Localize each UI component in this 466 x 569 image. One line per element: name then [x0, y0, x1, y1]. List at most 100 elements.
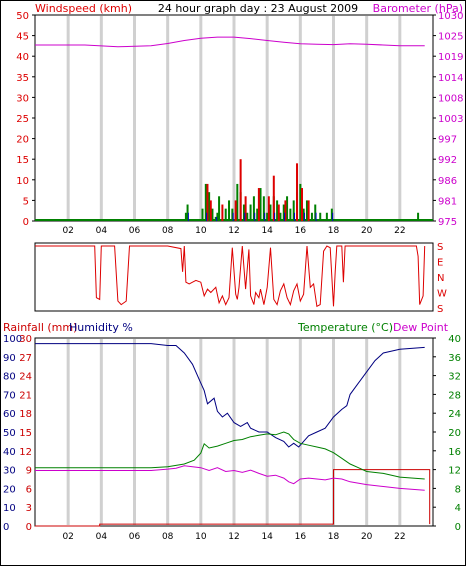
rainfall-tick-label: 12 — [19, 447, 32, 458]
barometer-axis-label: Barometer (hPa) — [373, 2, 463, 15]
windspeed-tick-label: 15 — [16, 155, 29, 166]
bottom-hour-tick-label: 18 — [328, 532, 340, 542]
top-hour-tick-label: 16 — [295, 226, 307, 236]
windspeed-bars — [35, 159, 433, 221]
temperature-ticks: 0 4 8 12 16 20 24 28 32 36 40 — [433, 334, 461, 533]
rainfall-tick-label: 24 — [19, 372, 32, 383]
top-hour-tick-label: 06 — [129, 226, 141, 236]
bottom-hour-tick-label: 16 — [295, 532, 307, 542]
direction-label: E — [437, 258, 443, 269]
humidity-tick-label: 70 — [3, 390, 16, 401]
rainfall-tick-label: 18 — [19, 409, 32, 420]
temperature-tick-label: 12 — [448, 466, 461, 477]
barometer-line — [35, 36, 425, 48]
bottom-hour-ticks: 02 04 06 08 10 12 14 16 18 20 22 — [62, 532, 405, 542]
barometer-tick-label: 1014 — [438, 73, 463, 84]
temperature-tick-label: 0 — [455, 522, 461, 533]
temperature-tick-label: 20 — [448, 428, 461, 439]
rainfall-tick-label: 9 — [26, 466, 32, 477]
top-panel: 24 hour graph day : 23 August 2009 Winds… — [16, 2, 463, 236]
rainfall-line — [35, 469, 431, 527]
temperature-tick-label: 4 — [455, 503, 461, 514]
humidity-tick-label: 30 — [3, 466, 16, 477]
humidity-tick-label: 90 — [3, 353, 16, 364]
humidity-tick-label: 20 — [3, 484, 16, 495]
bottom-hour-tick-label: 12 — [228, 532, 239, 542]
temperature-tick-label: 28 — [448, 390, 461, 401]
barometer-tick-label: 1003 — [438, 114, 463, 125]
humidity-line — [35, 343, 425, 448]
top-hour-tick-label: 20 — [361, 226, 373, 236]
direction-label: W — [437, 289, 447, 300]
top-hour-ticks: 02 04 06 08 10 12 14 16 18 20 22 — [62, 226, 405, 236]
bottom-hour-tick-label: 10 — [195, 532, 207, 542]
bottom-hour-tick-label: 20 — [361, 532, 373, 542]
direction-label: N — [437, 273, 444, 284]
top-hour-tick-label: 12 — [228, 226, 239, 236]
chart-title: 24 hour graph day : 23 August 2009 — [158, 2, 358, 15]
rainfall-tick-label: 0 — [26, 522, 32, 533]
rainfall-tick-label: 3 — [26, 503, 32, 514]
windspeed-tick-label: 35 — [16, 73, 29, 84]
windspeed-ticks: 0 5 10 15 20 25 30 35 40 45 50 — [16, 11, 35, 228]
windspeed-tick-label: 0 — [23, 217, 29, 228]
barometer-tick-label: 1019 — [438, 52, 463, 63]
rainfall-axis-label: Rainfall (mm) — [3, 321, 77, 334]
top-hour-tick-label: 22 — [394, 226, 405, 236]
bottom-hour-tick-label: 14 — [261, 532, 273, 542]
humidity-tick-label: 0 — [3, 522, 9, 533]
rainfall-tick-label: 6 — [26, 484, 32, 495]
humidity-ticks: 0 10 20 30 40 50 60 70 80 90 100 — [3, 334, 22, 533]
windspeed-tick-label: 30 — [16, 93, 29, 104]
barometer-tick-label: 1025 — [438, 32, 463, 43]
windspeed-tick-label: 40 — [16, 52, 29, 63]
humidity-tick-label: 80 — [3, 372, 16, 383]
dewpoint-line — [35, 465, 425, 491]
barometer-ticks: 975 981 986 992 997 1003 1008 1014 1019 1025 1030 — [433, 11, 463, 228]
top-hour-tick-label: 02 — [62, 226, 73, 236]
temperature-tick-label: 36 — [448, 353, 461, 364]
temperature-line — [35, 431, 425, 480]
windspeed-tick-label: 10 — [16, 176, 29, 187]
direction-label: S — [437, 304, 443, 315]
temperature-axis-label: Temperature (°C) — [297, 321, 393, 334]
humidity-tick-label: 60 — [3, 409, 16, 420]
temperature-tick-label: 32 — [448, 372, 461, 383]
barometer-tick-label: 981 — [438, 196, 457, 207]
barometer-tick-label: 1008 — [438, 93, 463, 104]
humidity-axis-label: Humidity % — [69, 321, 133, 334]
windspeed-tick-label: 45 — [16, 32, 29, 43]
barometer-tick-label: 986 — [438, 176, 457, 187]
wind-direction-line — [35, 245, 426, 308]
humidity-tick-label: 10 — [3, 503, 16, 514]
bottom-hour-tick-label: 02 — [62, 532, 73, 542]
barometer-tick-label: 997 — [438, 135, 457, 146]
bottom-hour-tick-label: 04 — [96, 532, 108, 542]
barometer-tick-label: 975 — [438, 217, 457, 228]
bottom-hour-tick-label: 08 — [162, 532, 174, 542]
humidity-tick-label: 100 — [3, 334, 22, 345]
rainfall-tick-label: 27 — [19, 353, 32, 364]
windspeed-tick-label: 5 — [23, 196, 29, 207]
top-hour-tick-label: 10 — [195, 226, 207, 236]
top-hour-tick-label: 18 — [328, 226, 340, 236]
top-hour-tick-label: 14 — [261, 226, 273, 236]
rainfall-tick-label: 15 — [19, 428, 32, 439]
temperature-tick-label: 40 — [448, 334, 461, 345]
temperature-tick-label: 24 — [448, 409, 461, 420]
windspeed-tick-label: 20 — [16, 135, 29, 146]
temperature-tick-label: 8 — [455, 484, 461, 495]
temperature-tick-label: 16 — [448, 447, 461, 458]
bottom-hour-tick-label: 06 — [129, 532, 141, 542]
humidity-tick-label: 50 — [3, 428, 16, 439]
bottom-panel: Rainfall (mm) Humidity % Temperature (°C… — [3, 321, 461, 542]
barometer-tick-label: 992 — [438, 155, 457, 166]
humidity-tick-label: 40 — [3, 447, 16, 458]
direction-label: S — [437, 242, 443, 253]
windspeed-tick-label: 50 — [16, 11, 29, 22]
barometer-tick-label: 1030 — [438, 11, 463, 22]
